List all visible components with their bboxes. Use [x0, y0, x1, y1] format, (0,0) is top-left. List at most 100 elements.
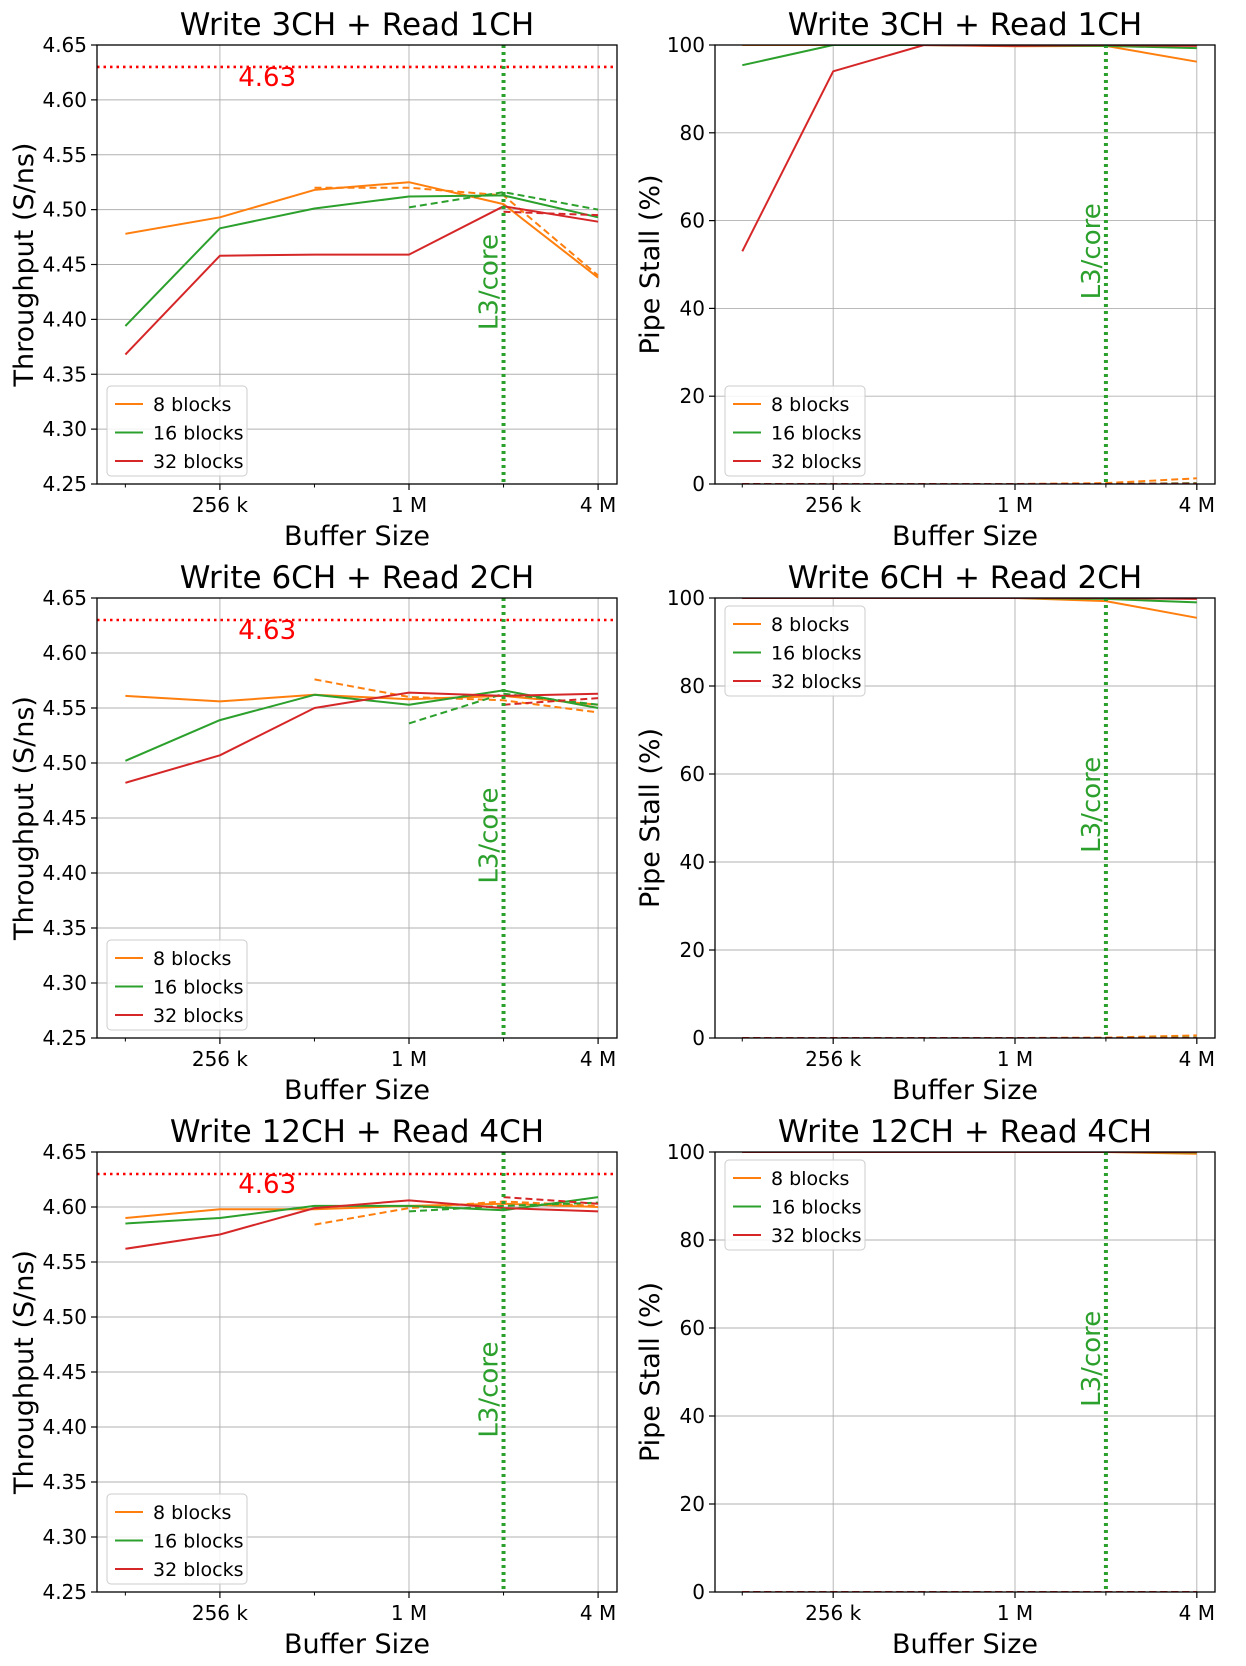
x-tick-label: 256 k: [805, 493, 862, 517]
x-tick-label: 256 k: [805, 1047, 862, 1071]
axes-frame: [714, 1151, 1216, 1593]
x-tick-label: 1 M: [391, 493, 427, 517]
y-tick-label: 20: [680, 384, 705, 408]
legend-box: [106, 1493, 248, 1585]
y-axis-label: Throughput (S/ns): [9, 1250, 40, 1495]
series-dashed-32-blocks: [503, 1196, 599, 1205]
series-line-8-blocks: [125, 1202, 599, 1219]
y-axis-label: Throughput (S/ns): [9, 696, 40, 941]
legend-entry: 16 blocks: [771, 423, 862, 445]
y-tick-label: 4.25: [42, 1580, 87, 1604]
y-axis-label: Throughput (S/ns): [9, 143, 40, 388]
y-tick-label: 80: [680, 121, 705, 145]
l3-core-label: L3/core: [1077, 1311, 1107, 1407]
y-tick-label: 4.35: [42, 362, 87, 386]
series-dashed-8-blocks: [742, 477, 1197, 484]
legend-entry: 32 blocks: [771, 671, 862, 693]
y-tick-label: 80: [680, 1228, 705, 1252]
y-tick-label: 0: [692, 1026, 705, 1050]
y-tick-label: 60: [680, 209, 705, 233]
series-dashed-16-blocks: [408, 1201, 599, 1213]
series-line-8-blocks: [125, 693, 599, 706]
series-line-16-blocks: [742, 598, 1197, 604]
x-axis-label: Buffer Size: [284, 1629, 430, 1660]
series-line-32-blocks: [124, 205, 599, 356]
chart-panel-3: 4.25 4.30 4.35 4.40 4.45 4.50 4.55 4.60 4.65 256 …: [9, 560, 618, 1106]
y-tick-label: 4.30: [42, 1525, 87, 1549]
series-line-8-blocks: [125, 181, 599, 279]
legend-entry: 32 blocks: [771, 451, 862, 473]
axes-frame: [96, 597, 618, 1039]
y-tick-label: 4.50: [42, 1305, 87, 1329]
y-tick-label: 0: [692, 1580, 705, 1604]
legend-box: [724, 385, 866, 477]
l3-core-label: L3/core: [1077, 203, 1107, 299]
y-tick-label: 4.50: [42, 751, 87, 775]
x-tick-label: 4 M: [580, 493, 616, 517]
legend-entry: 8 blocks: [771, 614, 849, 636]
x-tick-label: 4 M: [1179, 1601, 1215, 1625]
legend-entry: 16 blocks: [153, 977, 244, 999]
y-tick-label: 4.60: [42, 1195, 87, 1219]
legend-entry: 8 blocks: [771, 394, 849, 416]
series-line-32-blocks: [125, 1199, 599, 1250]
y-tick-label: 40: [680, 1404, 705, 1428]
y-tick-label: 100: [667, 33, 705, 57]
reference-label: 4.63: [238, 1170, 296, 1200]
y-tick-label: 4.65: [42, 1140, 87, 1164]
series-line-16-blocks: [125, 1196, 599, 1225]
legend-entry: 32 blocks: [153, 451, 244, 473]
series-dashed-8-blocks: [314, 186, 599, 277]
x-tick-label: 1 M: [997, 1601, 1033, 1625]
series-dashed-16-blocks: [408, 692, 599, 725]
series-dashed-16-blocks: [408, 191, 599, 211]
plot-area: [97, 1152, 617, 1592]
x-axis-label: Buffer Size: [892, 1629, 1038, 1660]
x-tick-label: 4 M: [580, 1601, 616, 1625]
x-tick-label: 4 M: [1179, 1047, 1215, 1071]
y-tick-label: 4.45: [42, 253, 87, 277]
legend: 8 blocks 16 blocks 32 blocks: [106, 939, 248, 1031]
chart-title: Write 6CH + Read 2CH: [180, 560, 535, 596]
x-tick-label: 1 M: [997, 493, 1033, 517]
legend-entry: 32 blocks: [771, 1225, 862, 1247]
chart-panel-4: 0 20 40 60 80 100 256 k 1 M 4 M L3/core Write 6CH …: [635, 560, 1216, 1106]
y-tick-label: 4.30: [42, 971, 87, 995]
y-tick-label: 80: [680, 674, 705, 698]
y-tick-label: 40: [680, 850, 705, 874]
legend-entry: 32 blocks: [153, 1005, 244, 1027]
x-axis-label: Buffer Size: [284, 1075, 430, 1106]
axes-frame: [96, 1151, 618, 1593]
legend-entry: 16 blocks: [771, 1197, 862, 1219]
x-tick-label: 1 M: [997, 1047, 1033, 1071]
plot-area: [97, 598, 617, 1038]
legend-box: [724, 605, 866, 697]
y-tick-label: 4.25: [42, 472, 87, 496]
chart-title: Write 3CH + Read 1CH: [180, 7, 535, 43]
chart-panel-2: 0 20 40 60 80 100 256 k 1 M 4 M L3/core Write 3CH …: [635, 7, 1216, 552]
series-line-8-blocks: [742, 45, 1197, 63]
y-tick-label: 4.55: [42, 143, 87, 167]
chart-panel-6: 0 20 40 60 80 100 256 k 1 M 4 M L3/core Write 12CH…: [635, 1114, 1216, 1660]
y-axis-label: Pipe Stall (%): [635, 174, 666, 354]
y-tick-label: 100: [667, 586, 705, 610]
x-tick-label: 256 k: [192, 1047, 249, 1071]
legend: 8 blocks 16 blocks 32 blocks: [106, 385, 248, 477]
chart-title: Write 12CH + Read 4CH: [778, 1114, 1152, 1150]
plot-area: [97, 45, 617, 484]
y-tick-label: 20: [680, 938, 705, 962]
y-tick-label: 4.45: [42, 1360, 87, 1384]
x-tick-label: 1 M: [391, 1047, 427, 1071]
y-tick-label: 4.50: [42, 198, 87, 222]
y-axis-label: Pipe Stall (%): [635, 1282, 666, 1462]
legend-entry: 32 blocks: [153, 1559, 244, 1581]
chart-title: Write 3CH + Read 1CH: [788, 7, 1143, 43]
x-tick-label: 4 M: [580, 1047, 616, 1071]
y-tick-label: 100: [667, 1140, 705, 1164]
x-tick-label: 1 M: [391, 1601, 427, 1625]
l3-core-label: L3/core: [475, 234, 505, 330]
series-dashed-32-blocks: [503, 697, 599, 706]
chart-panel-5: 4.25 4.30 4.35 4.40 4.45 4.50 4.55 4.60 4.65 256 …: [9, 1114, 618, 1660]
y-tick-label: 40: [680, 296, 705, 320]
